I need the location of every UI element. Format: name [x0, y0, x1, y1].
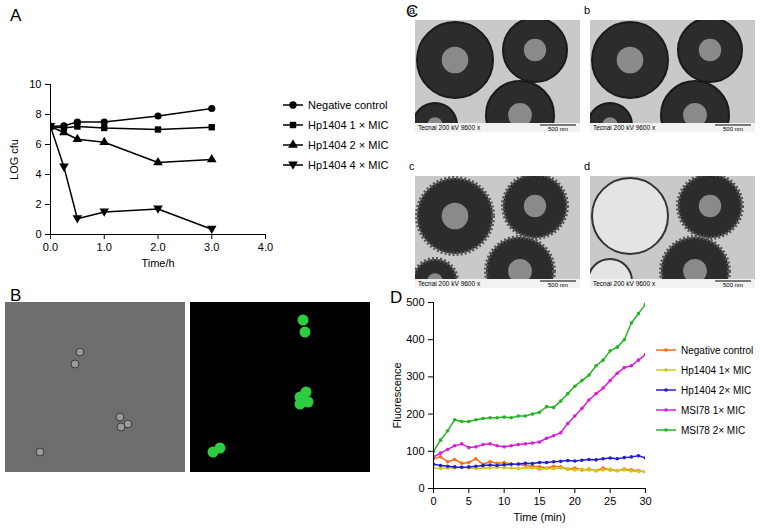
svg-text:0: 0 — [418, 482, 424, 494]
svg-text:LOG cfu: LOG cfu — [8, 139, 20, 180]
svg-text:15: 15 — [533, 495, 545, 507]
svg-text:200: 200 — [406, 408, 424, 420]
svg-text:b: b — [584, 4, 590, 16]
svg-text:6: 6 — [35, 138, 41, 150]
svg-text:500: 500 — [406, 296, 424, 308]
svg-text:0: 0 — [35, 228, 41, 240]
svg-text:10: 10 — [498, 495, 510, 507]
svg-text:d: d — [584, 160, 590, 172]
svg-text:500 nm: 500 nm — [723, 126, 743, 132]
svg-text:5: 5 — [466, 495, 472, 507]
svg-text:30: 30 — [639, 495, 651, 507]
svg-text:100: 100 — [406, 445, 424, 457]
svg-text:Tecnai 200 kV 9600 x: Tecnai 200 kV 9600 x — [418, 124, 481, 131]
svg-text:0: 0 — [430, 495, 436, 507]
svg-text:Tecnai 200 kV 9600 x: Tecnai 200 kV 9600 x — [418, 280, 481, 287]
svg-text:10: 10 — [29, 78, 41, 90]
svg-text:2.0: 2.0 — [150, 241, 165, 253]
svg-text:400: 400 — [406, 333, 424, 345]
svg-text:Tecnai 200 kV 9600 x: Tecnai 200 kV 9600 x — [593, 124, 656, 131]
svg-text:300: 300 — [406, 370, 424, 382]
svg-text:Tecnai 200 kV 9600 x: Tecnai 200 kV 9600 x — [593, 280, 656, 287]
svg-text:1.0: 1.0 — [97, 241, 112, 253]
svg-text:Time/h: Time/h — [141, 257, 174, 269]
svg-text:2: 2 — [35, 198, 41, 210]
svg-text:3.0: 3.0 — [204, 241, 219, 253]
svg-text:500 nm: 500 nm — [548, 126, 568, 132]
svg-text:0.0: 0.0 — [43, 241, 58, 253]
svg-text:4.0: 4.0 — [258, 241, 273, 253]
svg-text:4: 4 — [35, 168, 41, 180]
svg-text:500 nm: 500 nm — [548, 282, 568, 288]
svg-text:500 nm: 500 nm — [723, 282, 743, 288]
svg-text:8: 8 — [35, 108, 41, 120]
svg-text:25: 25 — [604, 495, 616, 507]
svg-text:Time (min): Time (min) — [513, 511, 565, 523]
svg-text:c: c — [409, 160, 415, 172]
svg-text:Fluorescence: Fluorescence — [391, 362, 403, 428]
svg-text:20: 20 — [569, 495, 581, 507]
svg-text:a: a — [409, 4, 416, 16]
